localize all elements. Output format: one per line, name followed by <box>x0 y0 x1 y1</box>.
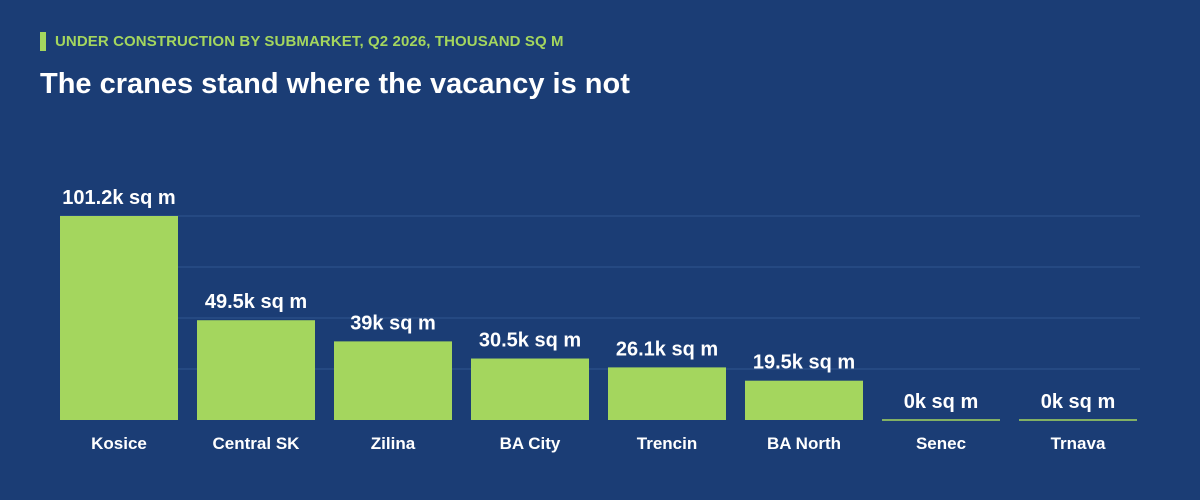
x-tick-label: Zilina <box>371 434 416 453</box>
data-label: 19.5k sq m <box>753 352 855 374</box>
data-label: 0k sq m <box>1041 391 1115 413</box>
bar-central-sk <box>197 320 315 420</box>
data-label: 30.5k sq m <box>479 330 581 352</box>
data-label: 101.2k sq m <box>62 187 175 209</box>
data-label: 39k sq m <box>350 312 436 334</box>
kicker-text: UNDER CONSTRUCTION BY SUBMARKET, Q2 2026… <box>55 33 564 50</box>
bar-trencin <box>608 367 726 420</box>
x-tick-label: BA City <box>500 434 561 453</box>
x-tick-label: BA North <box>767 434 841 453</box>
bar-zilina <box>334 341 452 420</box>
kicker-accent-bar <box>40 32 46 51</box>
bar-kosice <box>60 216 178 420</box>
bar-ba-city <box>471 358 589 420</box>
x-tick-label: Senec <box>916 434 966 453</box>
x-tick-label: Kosice <box>91 434 147 453</box>
x-tick-label: Central SK <box>213 434 301 453</box>
data-label: 0k sq m <box>904 391 978 413</box>
chart-kicker: UNDER CONSTRUCTION BY SUBMARKET, Q2 2026… <box>40 32 564 51</box>
data-label: 26.1k sq m <box>616 338 718 360</box>
bar-ba-north <box>745 380 863 420</box>
x-tick-label: Trencin <box>637 434 697 453</box>
data-label: 49.5k sq m <box>205 291 307 313</box>
chart-title: The cranes stand where the vacancy is no… <box>40 68 630 100</box>
x-tick-label: Trnava <box>1051 434 1106 453</box>
